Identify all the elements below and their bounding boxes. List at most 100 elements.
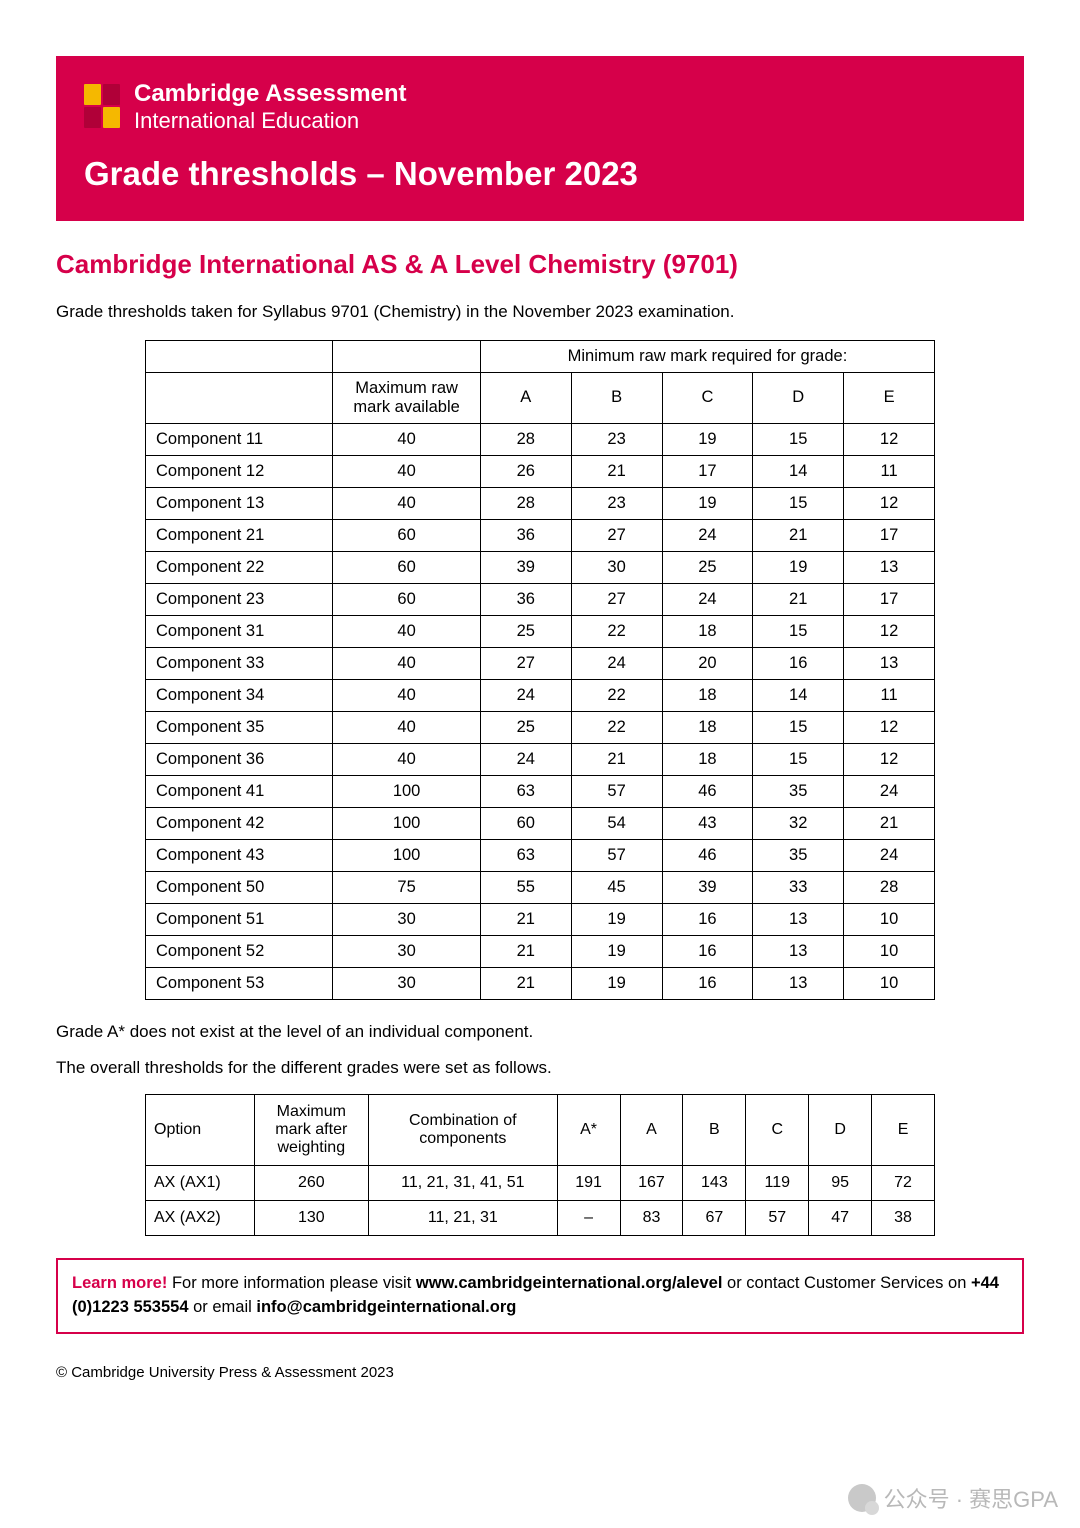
table-row: Component 51302119161310 — [146, 903, 935, 935]
grade-value: 45 — [571, 871, 662, 903]
grade-value: 16 — [662, 967, 753, 999]
component-label: Component 22 — [146, 551, 333, 583]
max-mark: 40 — [333, 711, 481, 743]
grade-value: 13 — [844, 551, 935, 583]
grade-value: 19 — [571, 903, 662, 935]
comb-cell: 11, 21, 31 — [368, 1200, 557, 1235]
grade-value: 36 — [480, 583, 571, 615]
grade-value: 19 — [662, 423, 753, 455]
grade-value: 14 — [753, 679, 844, 711]
grade-value: 17 — [844, 519, 935, 551]
grade-value: 15 — [753, 423, 844, 455]
wechat-icon — [848, 1484, 876, 1512]
component-label: Component 52 — [146, 935, 333, 967]
grade-value: 46 — [662, 775, 753, 807]
grade-value: 24 — [662, 519, 753, 551]
grade-header: C — [746, 1094, 809, 1165]
grade-value: 19 — [571, 967, 662, 999]
grade-value: 18 — [662, 711, 753, 743]
grade-header: E — [872, 1094, 935, 1165]
table-row: Component 53302119161310 — [146, 967, 935, 999]
max-mark: 40 — [333, 743, 481, 775]
learn-text: or email — [189, 1298, 257, 1316]
grade-value: 24 — [480, 743, 571, 775]
max-mark: 40 — [333, 679, 481, 711]
component-label: Component 43 — [146, 839, 333, 871]
grade-header: E — [844, 372, 935, 423]
max-mark: 40 — [333, 423, 481, 455]
spanning-header: Minimum raw mark required for grade: — [480, 340, 934, 372]
grade-value: 143 — [683, 1165, 746, 1200]
grade-value: 25 — [480, 615, 571, 647]
grade-value: 17 — [662, 455, 753, 487]
grade-value: 15 — [753, 615, 844, 647]
page: Cambridge Assessment International Educa… — [0, 0, 1080, 1401]
max-mark: 60 — [333, 551, 481, 583]
grade-value: 21 — [480, 903, 571, 935]
grade-value: 14 — [753, 455, 844, 487]
note-1: Grade A* does not exist at the level of … — [56, 1022, 1024, 1042]
grade-value: 28 — [480, 423, 571, 455]
grade-value: 11 — [844, 679, 935, 711]
grade-value: 57 — [571, 775, 662, 807]
grade-value: 22 — [571, 679, 662, 711]
max-header: Maximum mark after weighting — [254, 1094, 368, 1165]
grade-value: 24 — [662, 583, 753, 615]
grade-value: 32 — [753, 807, 844, 839]
grade-value: 57 — [746, 1200, 809, 1235]
grade-value: 35 — [753, 839, 844, 871]
max-mark: 40 — [333, 615, 481, 647]
option-cell: AX (AX2) — [146, 1200, 255, 1235]
grade-value: – — [557, 1200, 620, 1235]
watermark-text: 公众号 · 赛思GPA — [884, 1482, 1058, 1514]
grade-value: 22 — [571, 711, 662, 743]
grade-value: 10 — [844, 903, 935, 935]
grade-header: D — [753, 372, 844, 423]
grade-value: 119 — [746, 1165, 809, 1200]
component-label: Component 50 — [146, 871, 333, 903]
max-mark: 75 — [333, 871, 481, 903]
grade-header: B — [571, 372, 662, 423]
grade-value: 21 — [753, 519, 844, 551]
grade-value: 23 — [571, 487, 662, 519]
grade-value: 55 — [480, 871, 571, 903]
watermark: 公众号 · 赛思GPA — [848, 1482, 1058, 1514]
component-label: Component 51 — [146, 903, 333, 935]
grade-value: 19 — [571, 935, 662, 967]
grade-value: 25 — [662, 551, 753, 583]
grade-value: 16 — [662, 903, 753, 935]
component-label: Component 35 — [146, 711, 333, 743]
grade-value: 36 — [480, 519, 571, 551]
grade-value: 19 — [753, 551, 844, 583]
grade-value: 54 — [571, 807, 662, 839]
grade-value: 22 — [571, 615, 662, 647]
grade-value: 24 — [480, 679, 571, 711]
max-mark: 30 — [333, 935, 481, 967]
table-row: AX (AX2)13011, 21, 31–8367574738 — [146, 1200, 935, 1235]
table-row: Component 33402724201613 — [146, 647, 935, 679]
grade-value: 33 — [753, 871, 844, 903]
grade-value: 24 — [844, 775, 935, 807]
learn-more-box: Learn more! For more information please … — [56, 1258, 1024, 1334]
sub-title: Cambridge International AS & A Level Che… — [56, 249, 1024, 280]
grade-value: 10 — [844, 935, 935, 967]
grade-header: A — [480, 372, 571, 423]
grade-value: 57 — [571, 839, 662, 871]
table-row: Component 421006054433221 — [146, 807, 935, 839]
grade-value: 28 — [844, 871, 935, 903]
component-label: Component 33 — [146, 647, 333, 679]
table-row: Component 21603627242117 — [146, 519, 935, 551]
blank-header — [146, 340, 333, 372]
copyright: © Cambridge University Press & Assessmen… — [56, 1364, 1024, 1381]
table-row: Component 411006357463524 — [146, 775, 935, 807]
overall-thresholds-table: Option Maximum mark after weighting Comb… — [145, 1094, 935, 1236]
component-label: Component 21 — [146, 519, 333, 551]
grade-value: 18 — [662, 743, 753, 775]
learn-email: info@cambridgeinternational.org — [256, 1298, 516, 1316]
grade-header: A* — [557, 1094, 620, 1165]
table-row: Component 36402421181512 — [146, 743, 935, 775]
grade-value: 63 — [480, 839, 571, 871]
component-label: Component 36 — [146, 743, 333, 775]
grade-value: 38 — [872, 1200, 935, 1235]
component-label: Component 42 — [146, 807, 333, 839]
